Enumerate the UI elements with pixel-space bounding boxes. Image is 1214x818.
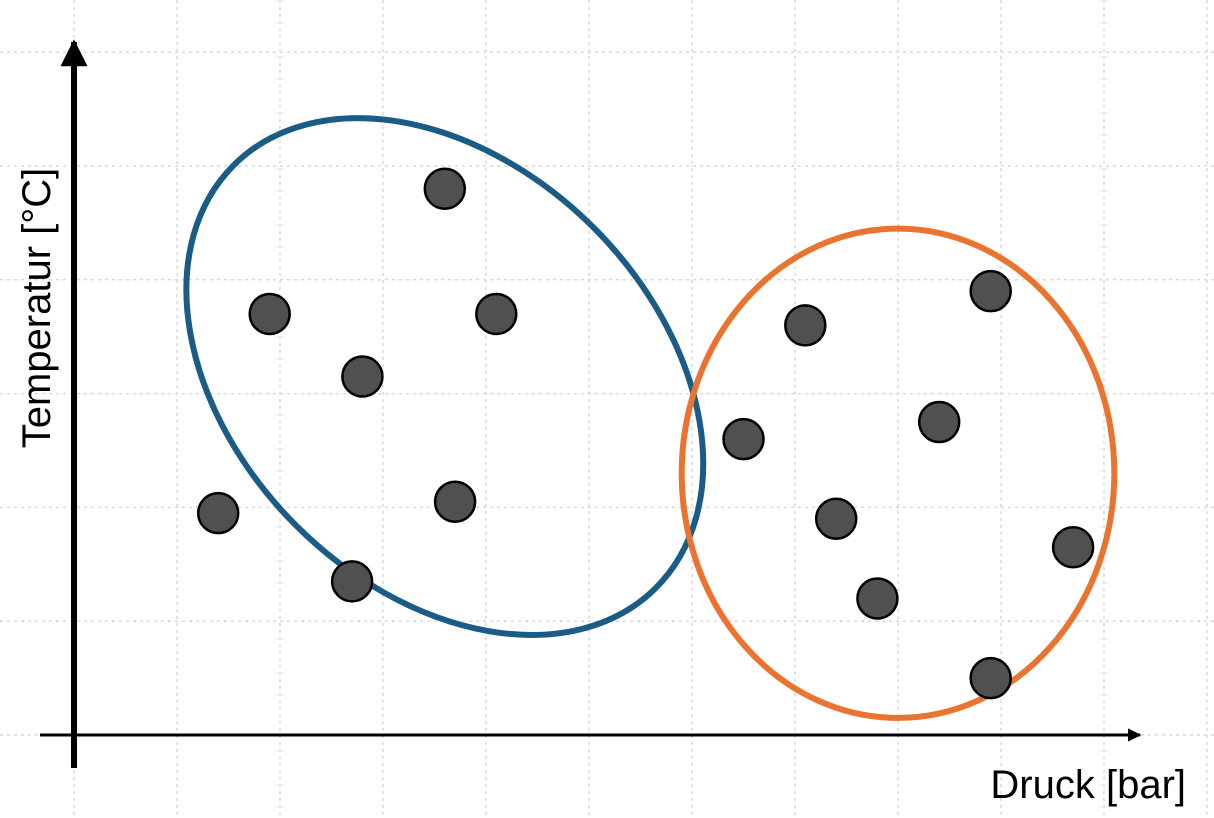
data-point-cluster-2-7 bbox=[856, 577, 899, 620]
data-point-cluster-1-5 bbox=[196, 491, 240, 535]
cluster-ellipse-2 bbox=[678, 225, 1118, 721]
data-point-cluster-2-1 bbox=[969, 269, 1012, 313]
data-point-cluster-1-7 bbox=[330, 560, 374, 603]
data-point-cluster-2-5 bbox=[814, 497, 858, 541]
data-point-cluster-2-3 bbox=[917, 400, 961, 444]
data-point-cluster-1-6 bbox=[433, 480, 477, 523]
cluster-ellipses bbox=[183, 115, 1118, 721]
x-axis-label: Druck [bar] bbox=[990, 763, 1186, 807]
data-point-cluster-2-8 bbox=[969, 656, 1012, 700]
data-point-cluster-1-3 bbox=[475, 292, 518, 336]
data-point-cluster-1-2 bbox=[248, 292, 291, 336]
y-axis-label: Temperatur [°C] bbox=[15, 168, 59, 449]
data-point-cluster-1-4 bbox=[341, 355, 384, 398]
data-point-cluster-2-4 bbox=[722, 417, 765, 461]
cluster-ellipse-1 bbox=[183, 115, 707, 638]
data-point-cluster-1-1 bbox=[423, 167, 467, 211]
data-points bbox=[196, 167, 1095, 700]
data-point-cluster-2-6 bbox=[1051, 525, 1095, 569]
data-point-cluster-2-2 bbox=[784, 304, 827, 347]
